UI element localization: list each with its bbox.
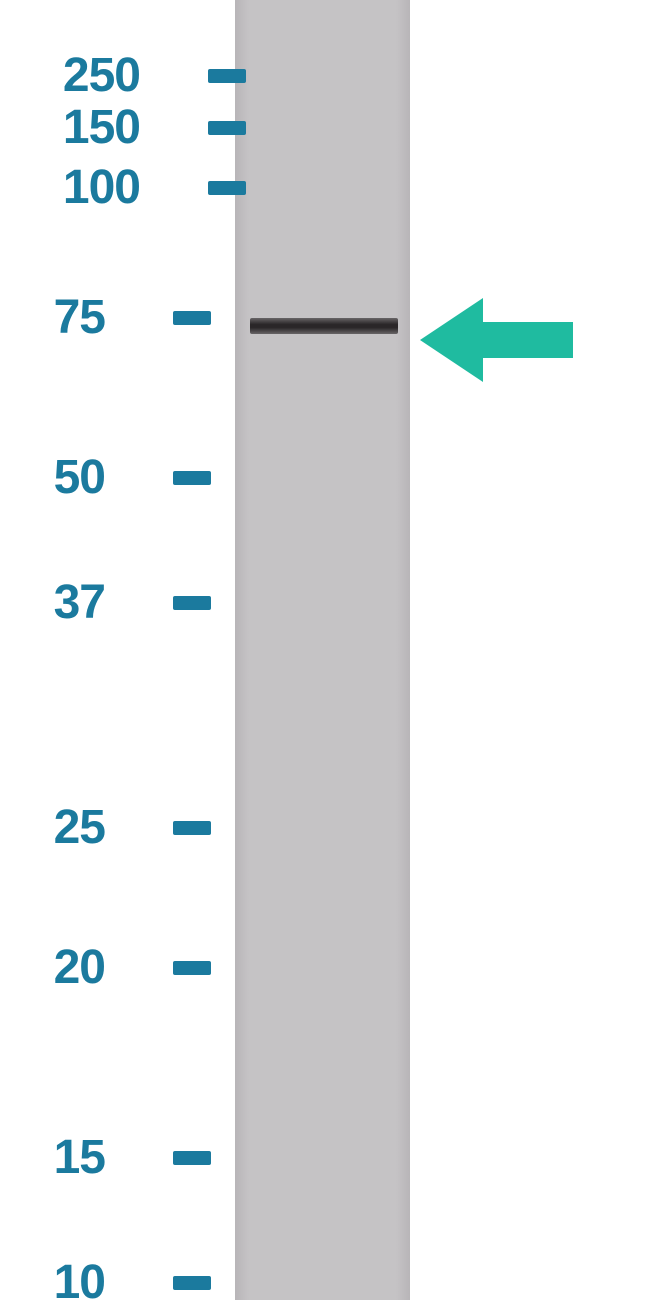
- mw-marker-75: 75: [30, 290, 105, 345]
- mw-marker-10: 10: [30, 1255, 105, 1310]
- indicator-arrow: [420, 298, 573, 382]
- mw-label: 15: [30, 1130, 105, 1185]
- mw-label: 10: [30, 1255, 105, 1310]
- protein-band: [250, 318, 398, 334]
- mw-label: 25: [30, 800, 105, 855]
- mw-marker-50: 50: [30, 450, 105, 505]
- mw-tick: [173, 311, 211, 325]
- mw-label: 150: [30, 100, 140, 155]
- mw-marker-15: 15: [30, 1130, 105, 1185]
- mw-tick: [208, 69, 246, 83]
- mw-tick: [173, 821, 211, 835]
- mw-marker-150: 150: [30, 100, 140, 155]
- mw-label: 100: [30, 160, 140, 215]
- mw-marker-25: 25: [30, 800, 105, 855]
- gel-lane: [235, 0, 410, 1300]
- mw-tick: [173, 1151, 211, 1165]
- mw-label: 250: [30, 48, 140, 103]
- mw-tick: [173, 1276, 211, 1290]
- blot-container: 25015010075503725201510: [0, 0, 650, 1300]
- mw-marker-37: 37: [30, 575, 105, 630]
- mw-tick: [173, 961, 211, 975]
- mw-tick: [208, 121, 246, 135]
- mw-label: 20: [30, 940, 105, 995]
- mw-label: 50: [30, 450, 105, 505]
- mw-tick: [173, 471, 211, 485]
- mw-marker-20: 20: [30, 940, 105, 995]
- arrow-head: [420, 298, 483, 382]
- mw-label: 37: [30, 575, 105, 630]
- mw-marker-250: 250: [30, 48, 140, 103]
- mw-marker-100: 100: [30, 160, 140, 215]
- mw-tick: [208, 181, 246, 195]
- mw-tick: [173, 596, 211, 610]
- mw-label: 75: [30, 290, 105, 345]
- arrow-shaft: [483, 322, 573, 358]
